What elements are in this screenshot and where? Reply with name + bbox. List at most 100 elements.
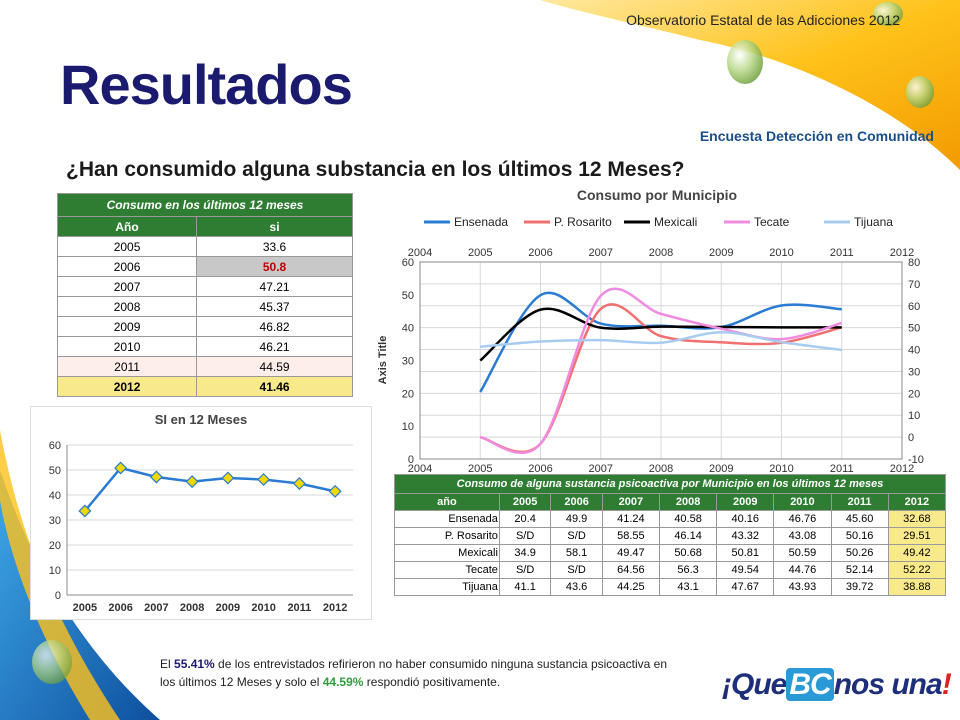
tick-label: 20 [908,388,920,400]
tick-label: 60 [402,257,414,269]
value-cell: 52.22 [887,561,947,579]
value-cell: S/D [498,527,552,545]
year-cell: 2006 [56,256,198,277]
value-cell: 43.32 [716,527,775,545]
plot-area [419,261,903,460]
tick-label: 2009 [709,463,733,474]
column-header: 2011 [830,493,889,511]
pct-consumption: 44.59% [322,675,364,689]
table-row: P. Rosarito S/D S/D 58.55 46.14 43.32 43.08 50.… [394,527,947,545]
column-header: 2010 [773,493,832,511]
value-cell: 45.37 [196,296,353,317]
table-caption: Consumo de alguna sustancia psicoactiva … [394,474,946,494]
municipality-cell: Ensenada [394,510,500,528]
tick-label: -10 [908,454,924,466]
legend-label: Tecate [754,215,790,229]
value-cell: 34.9 [498,544,552,562]
municipality-line-chart: Consumo por Municipio Ensenada P. Rosarito… [368,178,946,474]
survey-name: Encuesta Detección en Comunidad [699,128,934,144]
tick-label: 2010 [769,463,793,474]
column-header: año [394,493,500,511]
data-point [185,475,199,489]
footer-text: El [160,657,175,671]
table-row: Tecate S/D S/D 64.56 56.3 49.54 44.76 52.14 52.2… [394,561,947,579]
value-cell: 50.26 [830,544,889,562]
column-header: 2008 [658,493,718,511]
column-header: 2007 [601,493,661,511]
tick-label: 2008 [649,247,673,259]
tick-label: 2007 [589,247,613,259]
value-cell: 46.21 [196,336,353,357]
tick-label: 2006 [108,602,132,614]
value-cell: 43.08 [773,527,832,545]
value-cell: 44.76 [773,561,832,579]
table-caption: Consumo en los últimos 12 meses [57,193,353,217]
column-header-year: Año [56,216,198,237]
footer-note: El 55.41% de los entrevistados refiriero… [160,655,680,691]
chart-grid [67,444,353,596]
tick-label: 50 [49,465,61,477]
tick-label: 2005 [468,247,492,259]
tick-label: 2011 [287,602,311,614]
tick-label: 2005 [73,602,97,614]
tick-label: 2010 [251,602,275,614]
year-cell: 2009 [56,316,198,337]
column-header: 2006 [550,493,603,511]
column-header-yes: si [196,216,353,237]
value-cell: 46.82 [196,316,353,337]
logo-text: ¡Que [722,668,787,701]
tick-label: 2011 [830,247,854,259]
year-cell: 2007 [56,276,198,297]
question-heading: ¿Han consumido alguna substancia en los … [66,158,685,181]
value-cell: S/D [550,527,603,545]
tick-label: 2005 [468,463,492,474]
tick-label: 30 [402,356,414,368]
table-row: Tijuana 41.1 43.6 44.25 43.1 47.67 43.93 39.72 3… [394,578,947,596]
legend-label: Ensenada [454,215,508,229]
water-drop-icon [32,2,934,684]
value-cell: 46.76 [773,510,832,528]
tick-label: 2010 [769,247,793,259]
data-point [114,461,128,475]
data-point [149,470,163,484]
value-cell: 50.16 [830,527,889,545]
municipality-cell: Tecate [394,561,500,579]
value-cell: 50.81 [716,544,775,562]
chart-grid [419,261,903,460]
value-cell: 41.24 [601,510,661,528]
value-cell: 41.46 [196,376,353,397]
tick-label: 20 [49,540,61,552]
value-cell: 43.1 [658,578,718,596]
page-title: Resultados [60,53,353,116]
table-row: 2008 45.37 [56,296,353,317]
value-cell: 47.67 [716,578,775,596]
value-cell: 39.72 [830,578,889,596]
value-cell: 43.6 [550,578,603,596]
axis-title: Axis Title [377,336,389,385]
tick-label: 2011 [830,463,854,474]
value-cell: 41.1 [498,578,552,596]
tick-label: 40 [402,323,414,335]
tick-label: 10 [908,410,920,422]
data-point [257,472,271,486]
table-row: Mexicali 34.9 58.1 49.47 50.68 50.81 50.59 50.2… [394,544,947,562]
tick-label: 2012 [890,463,914,474]
tick-label: 20 [402,388,414,400]
tick-label: 60 [49,440,61,452]
tick-label: 2008 [649,463,673,474]
year-cell: 2005 [56,236,198,257]
chart-title: Consumo por Municipio [577,187,737,203]
value-cell: 38.88 [887,578,947,596]
tick-label: 0 [908,432,914,444]
legend-label: Tijuana [854,215,893,229]
tick-label: 10 [49,565,61,577]
year-cell: 2008 [56,296,198,317]
municipality-cell: Tijuana [394,578,500,596]
municipality-table: Consumo de alguna sustancia psicoactiva … [394,474,947,596]
value-cell: 58.1 [550,544,603,562]
table-row: 2006 50.8 [56,256,353,277]
value-cell: 49.42 [887,544,947,562]
year-cell: 2010 [56,336,198,357]
tick-label: 2006 [528,463,552,474]
